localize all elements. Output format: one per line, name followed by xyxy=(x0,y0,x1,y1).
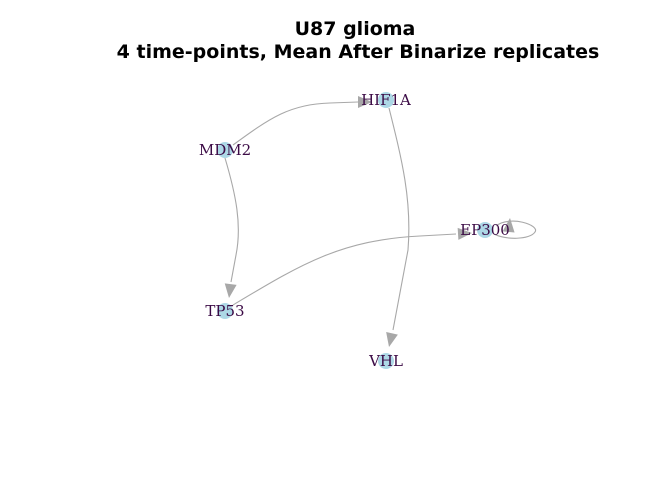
node-vhl: VHL xyxy=(368,352,403,370)
arrowhead xyxy=(386,332,398,347)
node-hif1a: HIF1A xyxy=(361,91,411,109)
edge-hif1a-to-vhl xyxy=(386,107,410,347)
node-ep300: EP300 xyxy=(460,221,510,239)
node-circle xyxy=(378,92,394,108)
edge-line xyxy=(224,157,239,283)
edge-mdm2-to-hif1a xyxy=(232,96,372,146)
arrowhead xyxy=(502,218,515,233)
edge-tp53-to-ep300 xyxy=(232,227,472,306)
node-tp53: TP53 xyxy=(205,302,244,320)
node-label: VHL xyxy=(368,352,403,370)
title-line-1: U87 glioma xyxy=(295,18,416,40)
arrowhead xyxy=(358,96,372,108)
node-circle xyxy=(378,353,394,369)
edge-ep300-to-ep300 xyxy=(493,218,536,239)
edge-line xyxy=(232,233,457,306)
title-line-2: 4 time-points, Mean After Binarize repli… xyxy=(117,41,600,63)
node-label: MDM2 xyxy=(199,141,251,159)
edges-layer xyxy=(224,96,536,347)
arrowhead xyxy=(457,227,472,240)
node-label: EP300 xyxy=(460,221,510,239)
nodes-layer: HIF1A MDM2 EP300 TP53 VHL xyxy=(199,91,510,370)
node-circle xyxy=(217,142,233,158)
edge-line xyxy=(232,101,359,146)
node-mdm2: MDM2 xyxy=(199,141,251,159)
edge-line xyxy=(388,107,410,331)
edge-line xyxy=(493,220,536,239)
edge-mdm2-to-tp53 xyxy=(224,157,239,298)
node-circle xyxy=(217,303,233,319)
node-label: HIF1A xyxy=(361,91,411,109)
node-label: TP53 xyxy=(205,302,244,320)
node-circle xyxy=(477,222,493,238)
arrowhead xyxy=(224,283,237,298)
